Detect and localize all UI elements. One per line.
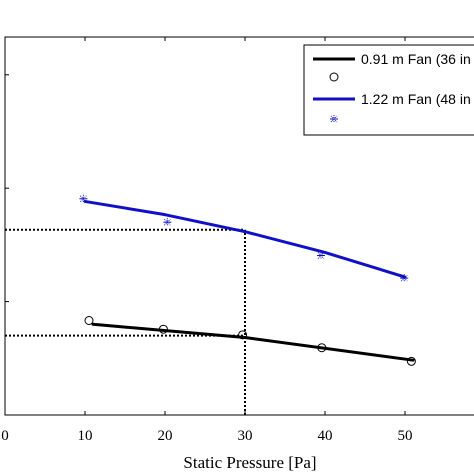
legend-star-glyph <box>330 115 338 123</box>
legend-star-marker <box>330 115 338 123</box>
series-line-2 <box>83 199 407 279</box>
x-axis-label: Static Pressure [Pa] <box>183 453 316 472</box>
x-tick-label: 10 <box>78 428 93 444</box>
x-tick-label: 30 <box>238 428 253 444</box>
reference-lines <box>5 228 246 415</box>
legend-label-black: 0.91 m Fan (36 in <box>361 51 471 67</box>
ticks-layer: 0 10 20 30 40 50 <box>1 37 413 444</box>
legend: 0.91 m Fan (36 in 1.22 m Fan (48 in <box>303 44 474 136</box>
series-line-0 <box>91 322 415 362</box>
legend-label-blue: 1.22 m Fan (48 in <box>361 91 471 107</box>
x-tick-label: 50 <box>398 428 413 444</box>
star-marker <box>79 194 88 203</box>
circle-marker <box>84 316 94 325</box>
x-tick-label: 20 <box>158 428 173 444</box>
legend-circle-marker <box>329 72 339 82</box>
star-marker <box>317 251 325 260</box>
star-marker <box>400 274 409 283</box>
circle-marker <box>238 330 248 340</box>
circle-marker <box>406 356 416 366</box>
star-marker <box>163 218 172 227</box>
circle-marker <box>158 324 168 334</box>
x-tick-label: 0 <box>1 428 9 444</box>
series-layer <box>79 194 416 366</box>
x-tick-label: 40 <box>318 428 333 444</box>
circle-marker <box>317 343 327 353</box>
